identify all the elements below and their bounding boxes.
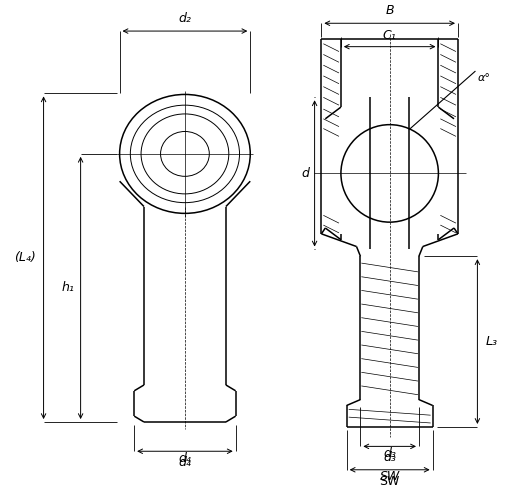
- Text: B: B: [385, 4, 394, 17]
- Text: α°: α°: [477, 73, 490, 83]
- Text: d₄: d₄: [178, 452, 191, 465]
- Text: h₁: h₁: [62, 282, 75, 294]
- Text: d₃: d₃: [383, 447, 396, 460]
- Text: SW: SW: [380, 475, 400, 488]
- Text: SW: SW: [380, 470, 400, 484]
- Text: L₃: L₃: [485, 335, 497, 348]
- Text: (L₄): (L₄): [14, 251, 36, 264]
- Text: d₂: d₂: [178, 12, 191, 25]
- Text: d: d: [302, 167, 310, 180]
- Text: C₁: C₁: [383, 29, 397, 42]
- Text: d₄: d₄: [178, 456, 191, 469]
- Text: d₃: d₃: [383, 451, 396, 464]
